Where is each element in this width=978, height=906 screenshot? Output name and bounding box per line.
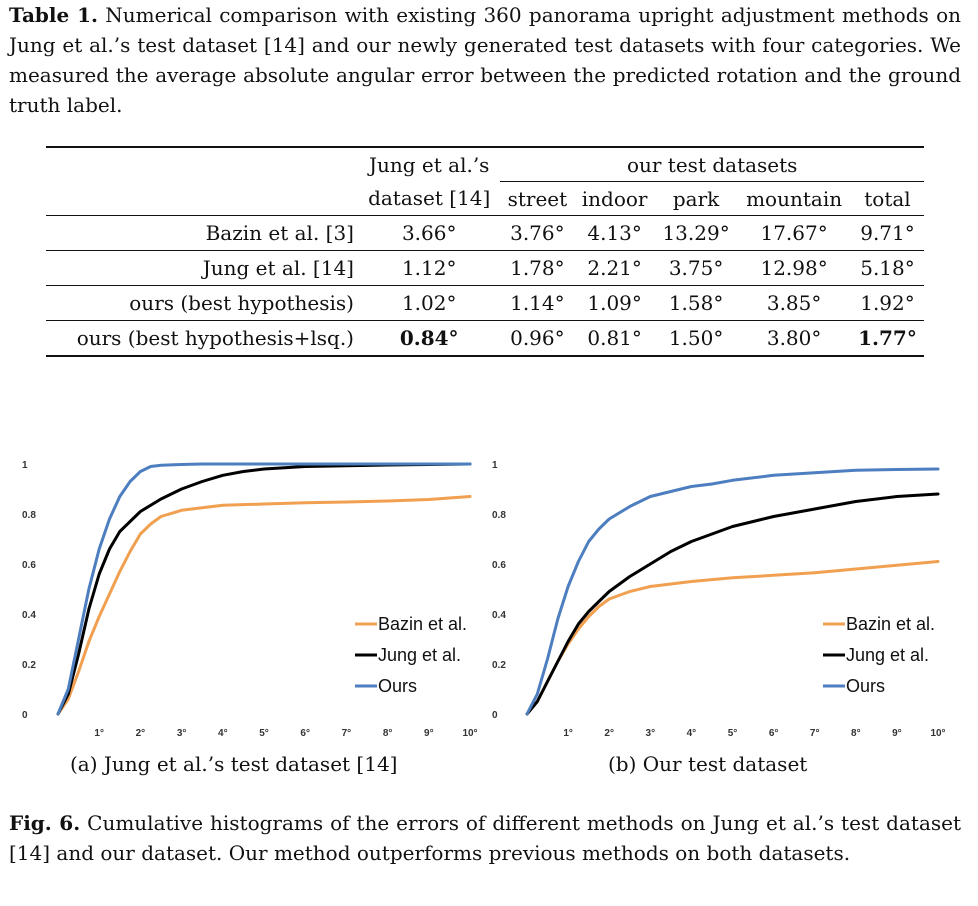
series-line-ours: [525, 467, 940, 716]
table-row: Jung et al. [14] 1.12° 1.78° 2.21° 3.75°…: [46, 250, 924, 286]
series-line-jung-et-al: [56, 462, 472, 716]
table-caption-text: Numerical comparison with existing 360 p…: [9, 3, 961, 117]
y-tick-label: 0.6: [492, 560, 506, 571]
method-cell: ours (best hypothesis+lsq.): [46, 320, 358, 357]
value-cell: 3.76°: [500, 215, 575, 251]
header-total: total: [864, 186, 911, 211]
value-cell: 1.09°: [574, 285, 655, 321]
y-tick-label: 0.4: [22, 610, 36, 621]
y-tick-label: 0.4: [492, 610, 506, 621]
y-tick-label: 0: [22, 710, 28, 721]
x-tick-label: 2°: [136, 728, 146, 739]
method-cell: Bazin et al. [3]: [46, 215, 358, 251]
y-tick-label: 0: [492, 710, 498, 721]
y-tick-label: 0.2: [492, 660, 506, 671]
y-tick-label: 1: [22, 460, 28, 471]
value-cell: 1.78°: [500, 250, 575, 286]
value-cell-best: 0.84°: [357, 320, 501, 357]
value-cell: 3.66°: [357, 215, 501, 251]
legend-label: Ours: [378, 676, 417, 696]
y-tick-label: 1: [492, 460, 498, 471]
header-mountain: mountain: [746, 186, 843, 211]
y-tick-label: 0.6: [22, 560, 36, 571]
figure-caption-label: Fig. 6.: [9, 811, 81, 835]
x-tick-label: 5°: [728, 728, 738, 739]
x-tick-label: 1°: [94, 728, 104, 739]
figure-caption: Fig. 6. Cumulative histograms of the err…: [9, 808, 961, 868]
value-cell: 9.71°: [850, 215, 924, 251]
value-cell: 1.02°: [357, 285, 501, 321]
value-cell: 17.67°: [737, 215, 851, 251]
method-cell: ours (best hypothesis): [46, 285, 358, 321]
x-tick-label: 6°: [769, 728, 779, 739]
value-cell: 5.18°: [850, 250, 924, 286]
table-row: Bazin et al. [3] 3.66° 3.76° 4.13° 13.29…: [46, 215, 924, 251]
x-tick-label: 9°: [424, 728, 434, 739]
series-line-jung-et-al: [525, 492, 940, 716]
value-cell: 3.80°: [737, 320, 851, 357]
x-tick-label: 4°: [687, 728, 697, 739]
results-table: Jung et al.’s our test datasets dataset …: [46, 146, 924, 357]
subcaption-b: (b) Our test dataset: [608, 752, 808, 776]
header-park: park: [672, 186, 720, 211]
x-tick-label: 5°: [259, 728, 269, 739]
x-tick-label: 1°: [563, 728, 573, 739]
chart-a: 0 0.2 0.4 0.6 0.8 1 1° 2° 3° 4° 5° 6° 7° 8° 9° 10° Bazin…: [22, 460, 478, 739]
series-line-bazin-et-al: [56, 495, 472, 716]
y-tick-label: 0.2: [22, 660, 36, 671]
chart-b: 0 0.2 0.4 0.6 0.8 1 1° 2° 3° 4° 5° 6° 7° 8° 9° 10° Bazin…: [492, 460, 946, 739]
value-cell-best: 1.77°: [850, 320, 924, 357]
legend-label: Bazin et al.: [378, 614, 467, 634]
x-tick-label: 10°: [462, 728, 477, 739]
header-jung-line1: Jung et al.’s: [357, 146, 501, 182]
subcaption-a: (a) Jung et al.’s test dataset [14]: [70, 752, 398, 776]
x-tick-label: 9°: [892, 728, 902, 739]
x-tick-label: 4°: [218, 728, 228, 739]
x-tick-label: 2°: [604, 728, 614, 739]
x-tick-label: 3°: [646, 728, 656, 739]
table-row: ours (best hypothesis+lsq.) 0.84° 0.96° …: [46, 320, 924, 357]
method-cell: Jung et al. [14]: [46, 250, 358, 286]
value-cell: 0.81°: [574, 320, 655, 357]
x-tick-label: 8°: [383, 728, 393, 739]
y-tick-label: 0.8: [492, 510, 506, 521]
x-tick-label: 6°: [300, 728, 310, 739]
header-indoor: indoor: [581, 186, 648, 211]
table-caption: Table 1. Numerical comparison with exist…: [9, 0, 961, 120]
value-cell: 3.85°: [737, 285, 851, 321]
value-cell: 3.75°: [654, 250, 738, 286]
header-our-datasets: our test datasets: [500, 146, 924, 182]
value-cell: 1.12°: [357, 250, 501, 286]
x-tick-label: 8°: [851, 728, 861, 739]
value-cell: 1.14°: [500, 285, 575, 321]
figure-caption-text: Cumulative histograms of the errors of d…: [9, 811, 961, 865]
table-caption-label: Table 1.: [9, 3, 98, 27]
x-tick-label: 3°: [177, 728, 187, 739]
value-cell: 2.21°: [574, 250, 655, 286]
value-cell: 1.50°: [654, 320, 738, 357]
value-cell: 12.98°: [737, 250, 851, 286]
value-cell: 13.29°: [654, 215, 738, 251]
value-cell: 1.92°: [850, 285, 924, 321]
legend-label: Ours: [846, 676, 885, 696]
legend-label: Jung et al.: [846, 645, 929, 665]
x-tick-label: 7°: [342, 728, 352, 739]
table-row: ours (best hypothesis) 1.02° 1.14° 1.09°…: [46, 285, 924, 321]
header-street: street: [507, 186, 568, 211]
value-cell: 1.58°: [654, 285, 738, 321]
x-tick-label: 10°: [930, 728, 945, 739]
value-cell: 0.96°: [500, 320, 575, 357]
legend-label: Bazin et al.: [846, 614, 935, 634]
header-jung-line2: dataset [14]: [368, 186, 491, 211]
legend-label: Jung et al.: [378, 645, 461, 665]
y-tick-label: 0.8: [22, 510, 36, 521]
x-tick-label: 7°: [810, 728, 820, 739]
series-line-ours: [56, 462, 472, 716]
value-cell: 4.13°: [574, 215, 655, 251]
